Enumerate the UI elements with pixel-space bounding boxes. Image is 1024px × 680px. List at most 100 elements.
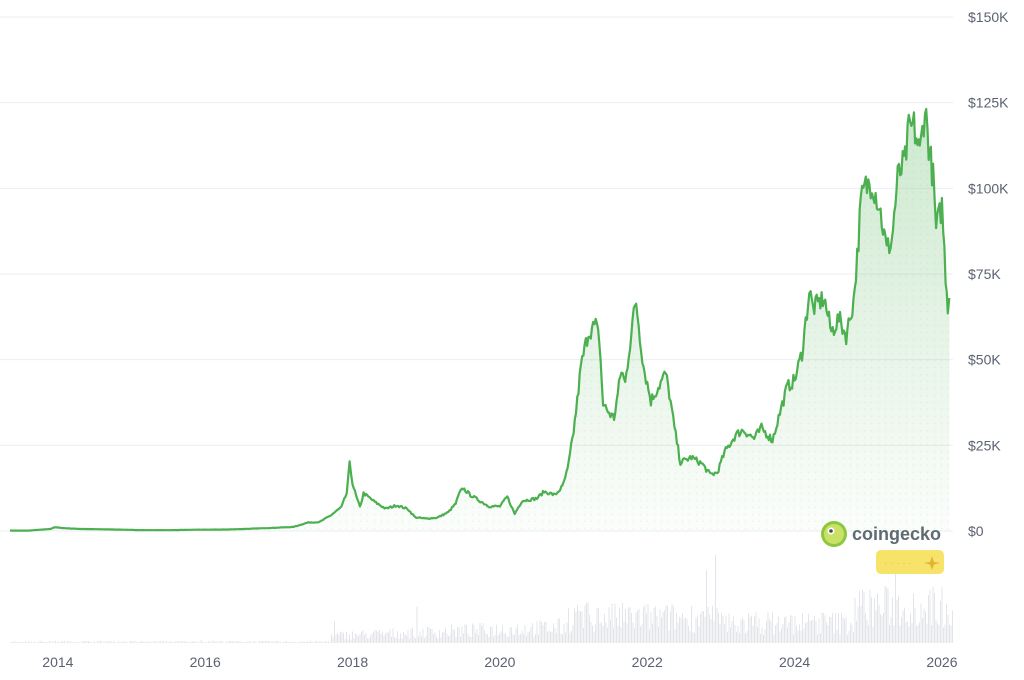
volume-bar [610, 619, 611, 643]
volume-bar [440, 637, 442, 643]
volume-bar [796, 625, 797, 643]
volume-bar [781, 627, 782, 643]
volume-bar [806, 622, 808, 643]
volume-bar [952, 610, 953, 643]
volume-bar [607, 627, 608, 643]
volume-bar [608, 607, 610, 643]
volume-bar [263, 641, 265, 643]
volume-bar [761, 627, 763, 643]
x-tick-label: 2026 [926, 654, 957, 670]
volume-bar [167, 642, 169, 643]
volume-bar [535, 634, 536, 643]
volume-bar [539, 619, 541, 643]
volume-bar [748, 613, 749, 643]
volume-bar [133, 641, 134, 643]
volume-bar [452, 629, 454, 643]
volume-bar [895, 549, 896, 643]
volume-bar [872, 626, 874, 643]
volume-bar [632, 622, 634, 643]
volume-bar [298, 642, 299, 643]
volume-bar [80, 642, 82, 643]
volume-bar [709, 614, 710, 643]
volume-bar [638, 608, 640, 643]
volume-bar [163, 640, 164, 643]
volume-bar [248, 641, 250, 643]
volume-bar [227, 641, 229, 643]
volume-bar [695, 617, 697, 643]
volume-bar [668, 630, 670, 643]
volume-bar [412, 627, 413, 643]
volume-bar [742, 617, 743, 643]
volume-bar [265, 640, 266, 643]
volume-bar [929, 590, 931, 643]
volume-bar [16, 642, 17, 643]
volume-bar [182, 641, 184, 643]
volume-bar [773, 634, 775, 643]
volume-bar [580, 611, 581, 643]
volume-bar [884, 586, 886, 643]
volume-bar [191, 641, 193, 643]
volume-bar [527, 632, 529, 643]
volume-bar [340, 631, 341, 643]
y-tick-label: $75K [968, 266, 1001, 282]
volume-bar [49, 640, 50, 643]
volume-bar [790, 614, 791, 643]
volume-bar [824, 615, 826, 643]
volume-bar [146, 641, 148, 643]
volume-bar [526, 636, 527, 643]
volume-bar [814, 615, 815, 643]
volume-bar [329, 642, 331, 643]
volume-bar [304, 641, 305, 643]
volume-bar [109, 641, 110, 643]
volume-bar [484, 630, 485, 643]
volume-bar [943, 627, 944, 643]
volume-bar [25, 641, 26, 643]
volume-bar [893, 625, 895, 643]
volume-bar [587, 602, 589, 643]
volume-bar [389, 629, 391, 643]
volume-bar [199, 642, 200, 643]
volume-bar [859, 590, 860, 643]
price-line [9, 107, 951, 532]
volume-bar [944, 624, 946, 643]
volume-bar [418, 636, 419, 643]
volume-bar [50, 641, 52, 643]
volume-bar [127, 642, 128, 643]
volume-bar [395, 637, 397, 643]
volume-bar [635, 612, 637, 643]
volume-bar [752, 625, 754, 643]
volume-bar [914, 607, 916, 643]
volume-bar [233, 641, 235, 643]
volume-bar [916, 625, 917, 643]
volume-bar [707, 607, 709, 643]
volume-bar [425, 635, 427, 643]
volume-bar [937, 623, 938, 643]
volume-bar [37, 642, 38, 643]
volume-bar [515, 628, 517, 643]
volume-bar [913, 593, 914, 643]
volume-bar [730, 627, 731, 643]
volume-bar [613, 627, 614, 643]
badge-dots: · · · · · [884, 558, 912, 569]
volume-bar [229, 640, 230, 643]
volume-bar [910, 613, 911, 643]
volume-bar [511, 627, 512, 643]
volume-bar [751, 615, 752, 643]
volume-bar [857, 606, 859, 643]
volume-bar [286, 641, 287, 643]
volume-bar [766, 620, 767, 643]
volume-bar [544, 622, 545, 643]
volume-bar [931, 625, 932, 643]
volume-bar [217, 641, 218, 643]
x-tick-label: 2024 [779, 654, 810, 670]
volume-bar [757, 627, 758, 643]
volume-bar [46, 642, 47, 643]
volume-bar [319, 641, 320, 643]
volume-bar [188, 642, 190, 643]
volume-bar [196, 642, 197, 643]
volume-bar [374, 630, 376, 643]
volume-bar [628, 607, 629, 643]
volume-bar [61, 641, 62, 643]
volume-bar [704, 616, 706, 643]
